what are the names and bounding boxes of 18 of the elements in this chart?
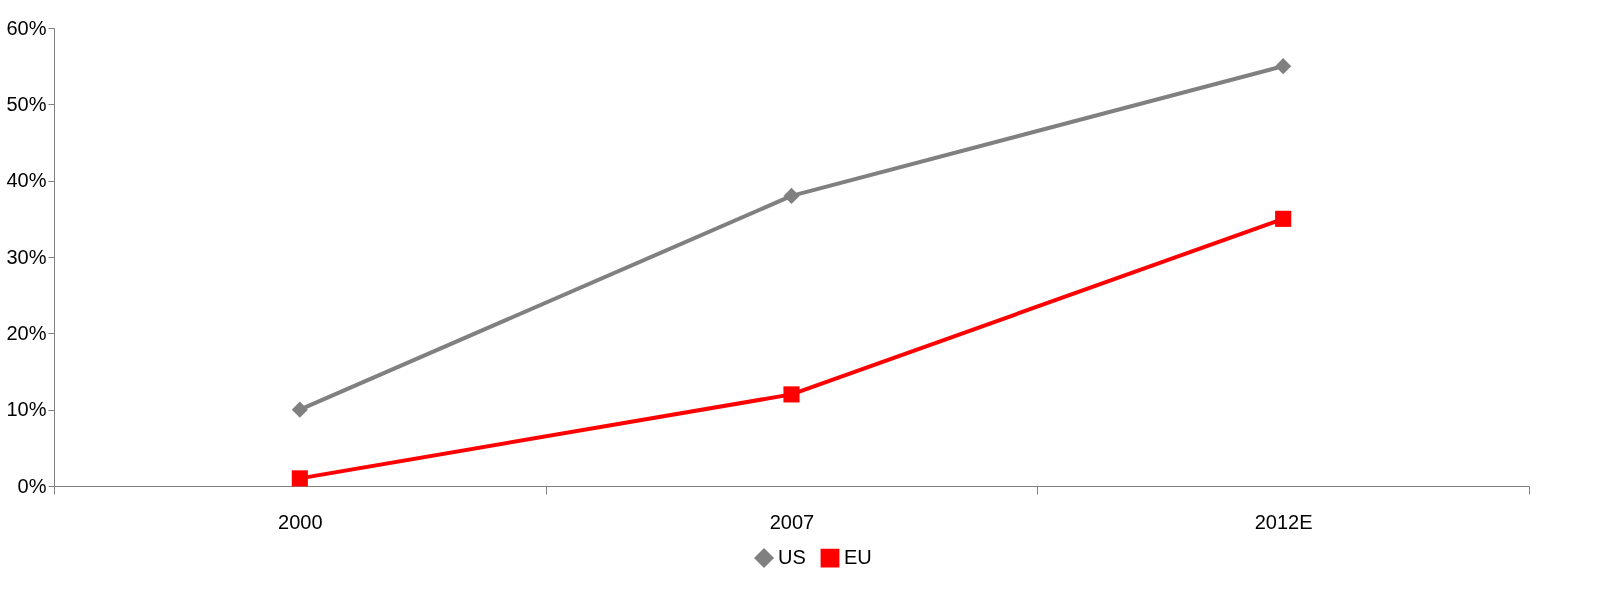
y-tick-label: 60% (6, 16, 47, 39)
y-tick-label: 40% (6, 169, 47, 192)
y-tick-label: 0% (17, 474, 47, 497)
point (1275, 210, 1292, 227)
point (1275, 58, 1292, 75)
x-tick-label: 2000 (278, 510, 323, 533)
legend-label: US (778, 546, 806, 569)
y-tick-label: 10% (6, 398, 47, 421)
y-tick-label: 50% (6, 92, 47, 115)
y-tick-label: 20% (6, 321, 47, 344)
x-tick-label: 2012E (1254, 510, 1313, 533)
legend-label: EU (844, 546, 872, 569)
point (783, 386, 800, 403)
x-tick-label: 2007 (769, 510, 815, 533)
point (291, 401, 308, 418)
y-tick-label: 30% (6, 245, 47, 268)
point (291, 470, 308, 487)
point (783, 187, 800, 204)
